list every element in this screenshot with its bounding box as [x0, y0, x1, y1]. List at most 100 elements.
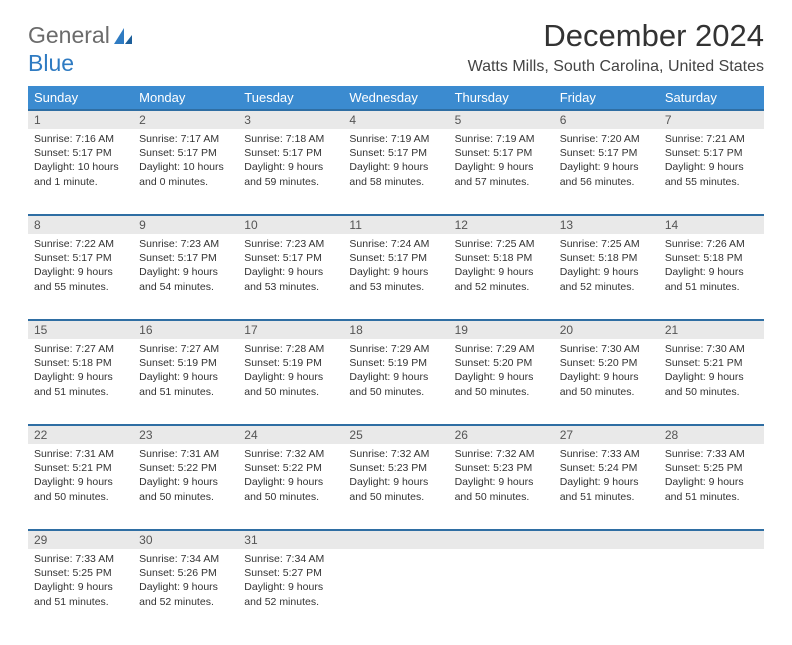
day-details: Sunrise: 7:17 AMSunset: 5:17 PMDaylight:… — [133, 129, 238, 192]
weekday-header: Thursday — [449, 86, 554, 110]
sunset-line: Sunset: 5:20 PM — [455, 356, 548, 370]
daylight-line: Daylight: 9 hours and 55 minutes. — [665, 160, 758, 188]
day-details: Sunrise: 7:28 AMSunset: 5:19 PMDaylight:… — [238, 339, 343, 402]
day-details: Sunrise: 7:27 AMSunset: 5:19 PMDaylight:… — [133, 339, 238, 402]
day-number: 31 — [238, 530, 343, 549]
day-number: 30 — [133, 530, 238, 549]
daylight-line: Daylight: 9 hours and 50 minutes. — [455, 370, 548, 398]
day-cell: Sunrise: 7:33 AMSunset: 5:24 PMDaylight:… — [554, 444, 659, 530]
sunrise-line: Sunrise: 7:34 AM — [244, 552, 337, 566]
day-number: 28 — [659, 425, 764, 444]
location-text: Watts Mills, South Carolina, United Stat… — [468, 58, 764, 76]
daylight-line: Daylight: 9 hours and 50 minutes. — [455, 475, 548, 503]
day-cell: Sunrise: 7:20 AMSunset: 5:17 PMDaylight:… — [554, 129, 659, 215]
day-cell: Sunrise: 7:18 AMSunset: 5:17 PMDaylight:… — [238, 129, 343, 215]
sunset-line: Sunset: 5:18 PM — [560, 251, 653, 265]
daylight-line: Daylight: 9 hours and 50 minutes. — [349, 475, 442, 503]
daylight-line: Daylight: 9 hours and 51 minutes. — [34, 580, 127, 608]
content-row: Sunrise: 7:27 AMSunset: 5:18 PMDaylight:… — [28, 339, 764, 425]
day-details: Sunrise: 7:33 AMSunset: 5:25 PMDaylight:… — [659, 444, 764, 507]
daynum-row: 891011121314 — [28, 215, 764, 234]
day-cell: Sunrise: 7:26 AMSunset: 5:18 PMDaylight:… — [659, 234, 764, 320]
day-details: Sunrise: 7:29 AMSunset: 5:19 PMDaylight:… — [343, 339, 448, 402]
daylight-line: Daylight: 9 hours and 56 minutes. — [560, 160, 653, 188]
logo-part1: General — [28, 22, 110, 48]
day-cell: Sunrise: 7:33 AMSunset: 5:25 PMDaylight:… — [28, 549, 133, 635]
daylight-line: Daylight: 9 hours and 54 minutes. — [139, 265, 232, 293]
day-details: Sunrise: 7:19 AMSunset: 5:17 PMDaylight:… — [343, 129, 448, 192]
sunrise-line: Sunrise: 7:26 AM — [665, 237, 758, 251]
day-number: 7 — [659, 110, 764, 129]
daynum-row: 15161718192021 — [28, 320, 764, 339]
day-details: Sunrise: 7:19 AMSunset: 5:17 PMDaylight:… — [449, 129, 554, 192]
day-number — [343, 530, 448, 549]
day-details: Sunrise: 7:34 AMSunset: 5:26 PMDaylight:… — [133, 549, 238, 612]
day-cell: Sunrise: 7:27 AMSunset: 5:19 PMDaylight:… — [133, 339, 238, 425]
weekday-header: Sunday — [28, 86, 133, 110]
logo-text: General Blue — [28, 22, 133, 77]
calendar-header: SundayMondayTuesdayWednesdayThursdayFrid… — [28, 86, 764, 110]
sunrise-line: Sunrise: 7:19 AM — [349, 132, 442, 146]
day-details: Sunrise: 7:27 AMSunset: 5:18 PMDaylight:… — [28, 339, 133, 402]
day-details: Sunrise: 7:33 AMSunset: 5:25 PMDaylight:… — [28, 549, 133, 612]
day-cell: Sunrise: 7:23 AMSunset: 5:17 PMDaylight:… — [133, 234, 238, 320]
sunrise-line: Sunrise: 7:20 AM — [560, 132, 653, 146]
sunrise-line: Sunrise: 7:24 AM — [349, 237, 442, 251]
content-row: Sunrise: 7:22 AMSunset: 5:17 PMDaylight:… — [28, 234, 764, 320]
day-cell — [449, 549, 554, 635]
sunset-line: Sunset: 5:17 PM — [349, 251, 442, 265]
sunrise-line: Sunrise: 7:25 AM — [455, 237, 548, 251]
daylight-line: Daylight: 9 hours and 50 minutes. — [139, 475, 232, 503]
sunrise-line: Sunrise: 7:33 AM — [560, 447, 653, 461]
sunset-line: Sunset: 5:19 PM — [244, 356, 337, 370]
sunset-line: Sunset: 5:17 PM — [139, 251, 232, 265]
daylight-line: Daylight: 9 hours and 59 minutes. — [244, 160, 337, 188]
day-details: Sunrise: 7:26 AMSunset: 5:18 PMDaylight:… — [659, 234, 764, 297]
content-row: Sunrise: 7:31 AMSunset: 5:21 PMDaylight:… — [28, 444, 764, 530]
daylight-line: Daylight: 9 hours and 52 minutes. — [455, 265, 548, 293]
sunrise-line: Sunrise: 7:32 AM — [244, 447, 337, 461]
day-cell: Sunrise: 7:19 AMSunset: 5:17 PMDaylight:… — [449, 129, 554, 215]
sunrise-line: Sunrise: 7:28 AM — [244, 342, 337, 356]
daylight-line: Daylight: 9 hours and 52 minutes. — [560, 265, 653, 293]
day-cell: Sunrise: 7:25 AMSunset: 5:18 PMDaylight:… — [554, 234, 659, 320]
day-details: Sunrise: 7:33 AMSunset: 5:24 PMDaylight:… — [554, 444, 659, 507]
day-number: 11 — [343, 215, 448, 234]
day-cell: Sunrise: 7:30 AMSunset: 5:21 PMDaylight:… — [659, 339, 764, 425]
sunrise-line: Sunrise: 7:31 AM — [34, 447, 127, 461]
day-number: 21 — [659, 320, 764, 339]
sunrise-line: Sunrise: 7:27 AM — [34, 342, 127, 356]
day-details: Sunrise: 7:18 AMSunset: 5:17 PMDaylight:… — [238, 129, 343, 192]
day-number: 26 — [449, 425, 554, 444]
sunrise-line: Sunrise: 7:25 AM — [560, 237, 653, 251]
sunrise-line: Sunrise: 7:30 AM — [665, 342, 758, 356]
sail-icon — [113, 27, 133, 50]
daylight-line: Daylight: 9 hours and 50 minutes. — [244, 370, 337, 398]
day-details: Sunrise: 7:16 AMSunset: 5:17 PMDaylight:… — [28, 129, 133, 192]
sunset-line: Sunset: 5:23 PM — [349, 461, 442, 475]
sunset-line: Sunset: 5:25 PM — [665, 461, 758, 475]
day-number: 13 — [554, 215, 659, 234]
calendar-page: General Blue December 2024 Watts Mills, … — [0, 0, 792, 645]
sunrise-line: Sunrise: 7:27 AM — [139, 342, 232, 356]
day-details: Sunrise: 7:25 AMSunset: 5:18 PMDaylight:… — [554, 234, 659, 297]
day-number: 24 — [238, 425, 343, 444]
sunrise-line: Sunrise: 7:29 AM — [455, 342, 548, 356]
day-number: 25 — [343, 425, 448, 444]
daylight-line: Daylight: 9 hours and 55 minutes. — [34, 265, 127, 293]
day-cell: Sunrise: 7:24 AMSunset: 5:17 PMDaylight:… — [343, 234, 448, 320]
sunset-line: Sunset: 5:17 PM — [455, 146, 548, 160]
sunrise-line: Sunrise: 7:31 AM — [139, 447, 232, 461]
daylight-line: Daylight: 10 hours and 1 minute. — [34, 160, 127, 188]
daylight-line: Daylight: 9 hours and 50 minutes. — [665, 370, 758, 398]
day-details: Sunrise: 7:24 AMSunset: 5:17 PMDaylight:… — [343, 234, 448, 297]
day-number — [554, 530, 659, 549]
weekday-header: Friday — [554, 86, 659, 110]
sunset-line: Sunset: 5:22 PM — [139, 461, 232, 475]
day-number: 27 — [554, 425, 659, 444]
sunset-line: Sunset: 5:17 PM — [139, 146, 232, 160]
day-cell: Sunrise: 7:32 AMSunset: 5:23 PMDaylight:… — [449, 444, 554, 530]
day-details: Sunrise: 7:30 AMSunset: 5:21 PMDaylight:… — [659, 339, 764, 402]
sunset-line: Sunset: 5:17 PM — [560, 146, 653, 160]
sunset-line: Sunset: 5:17 PM — [665, 146, 758, 160]
